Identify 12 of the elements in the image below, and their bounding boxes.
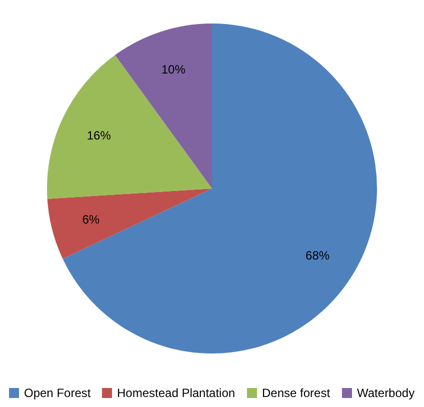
- pie-slice: [47, 188, 212, 259]
- legend-label: Dense forest: [262, 386, 331, 400]
- data-label: 6%: [82, 212, 100, 227]
- legend-label: Waterbody: [357, 386, 415, 400]
- pie-slice: [115, 24, 212, 188]
- pie-slice: [47, 55, 212, 199]
- legend-label: Homestead Plantation: [117, 386, 236, 400]
- data-label: 10%: [161, 62, 186, 77]
- pie-slice: [62, 24, 377, 354]
- data-label: 68%: [306, 248, 330, 262]
- data-label: 16%: [86, 128, 112, 142]
- legend-label: Open Forest: [24, 386, 92, 400]
